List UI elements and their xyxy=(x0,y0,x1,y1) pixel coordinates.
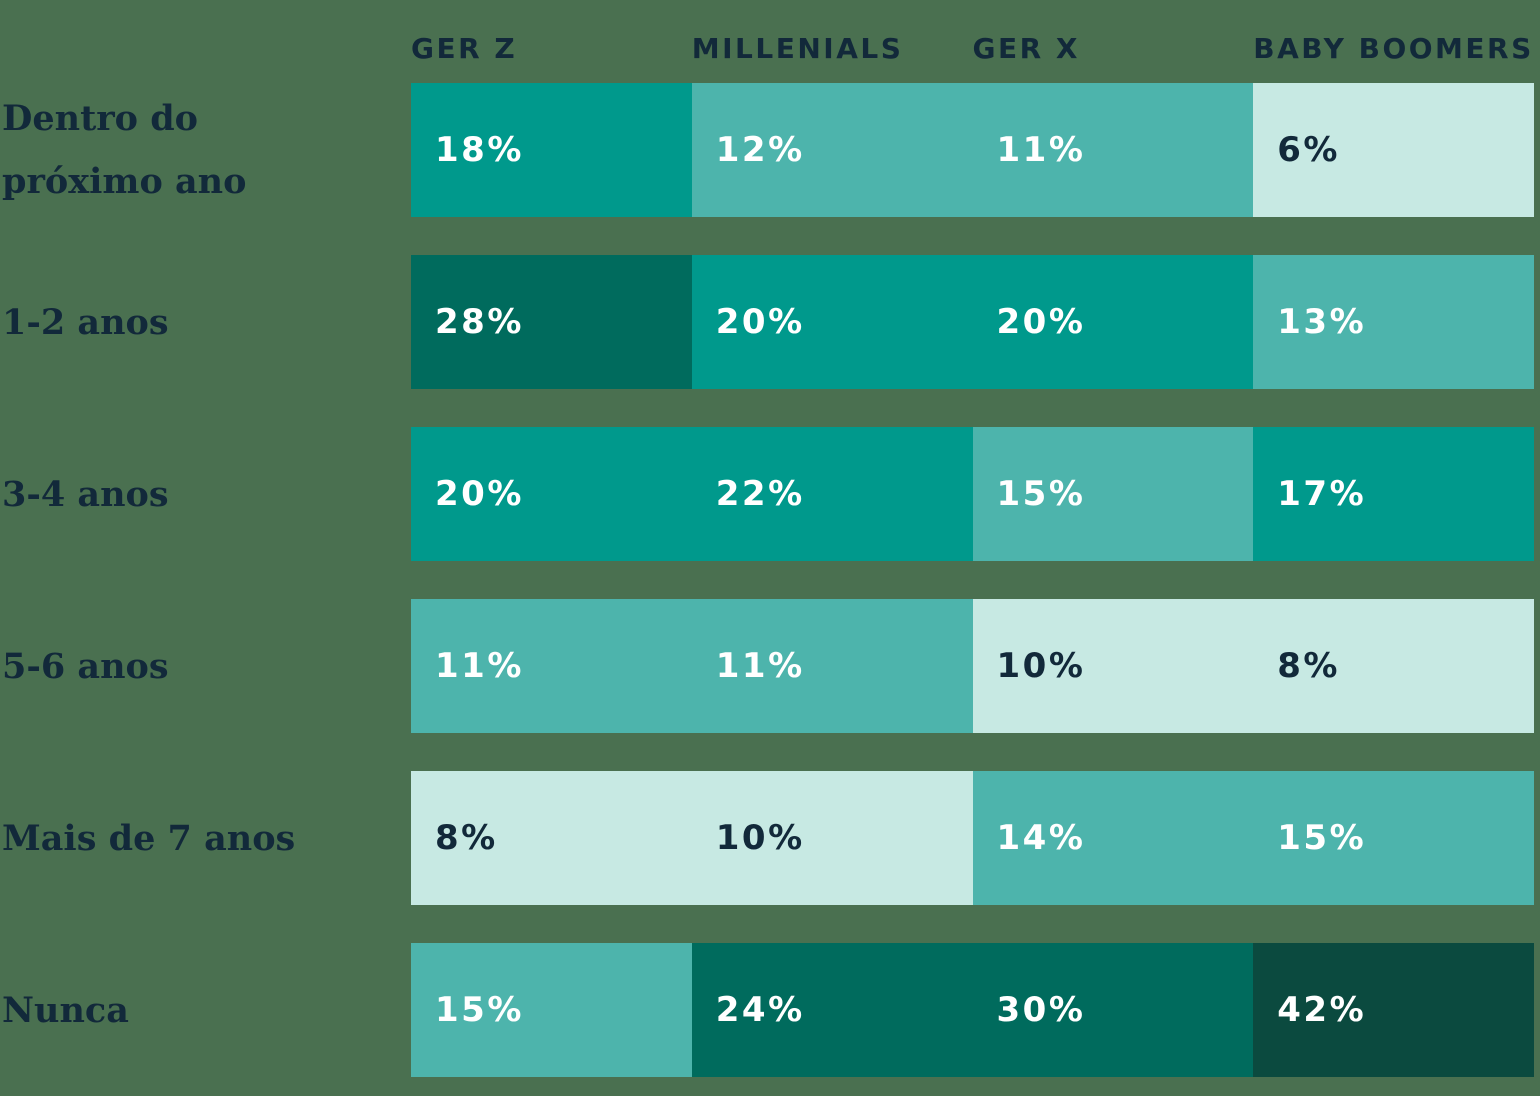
row-label: Nunca xyxy=(2,989,129,1031)
value-label: 15% xyxy=(435,990,524,1030)
value-cell: 11% xyxy=(411,599,692,733)
value-label: 17% xyxy=(1277,474,1367,514)
row-label: Dentro do próximo ano xyxy=(2,98,247,202)
value-label: 15% xyxy=(996,474,1086,514)
value-label: 20% xyxy=(715,302,805,342)
value-cell: 13% xyxy=(1253,255,1534,389)
value-cell: 15% xyxy=(1253,771,1534,905)
value-cell: 8% xyxy=(1253,599,1534,733)
column-headers: GER Z MILLENIALS GER X BABY BOOMERS xyxy=(0,0,1534,83)
value-cell: 28% xyxy=(411,255,692,389)
value-cell: 12% xyxy=(691,83,973,217)
column-header-ger-z: GER Z xyxy=(411,32,518,65)
value-label: 12% xyxy=(715,130,805,170)
row-label: 3-4 anos xyxy=(2,473,169,515)
row-nunca: Nunca 15% 24% 30% 42% xyxy=(0,943,1534,1077)
value-label: 11% xyxy=(435,646,524,686)
value-label: 10% xyxy=(996,646,1086,686)
column-header-millenials: MILLENIALS xyxy=(691,32,904,65)
row-label: 5-6 anos xyxy=(2,645,169,687)
value-label: 28% xyxy=(435,302,524,342)
value-cell: 11% xyxy=(691,599,973,733)
value-cell: 42% xyxy=(1253,943,1534,1077)
row-5-6-anos: 5-6 anos 11% 11% 10% 8% xyxy=(0,599,1534,733)
value-cell: 20% xyxy=(411,427,692,561)
value-label: 20% xyxy=(996,302,1086,342)
value-label: 10% xyxy=(715,818,805,858)
value-cell: 20% xyxy=(691,255,973,389)
value-cell: 18% xyxy=(411,83,692,217)
row-label: Mais de 7 anos xyxy=(2,817,296,859)
value-cell: 22% xyxy=(691,427,973,561)
value-label: 14% xyxy=(996,818,1086,858)
value-label: 42% xyxy=(1277,990,1367,1030)
value-label: 11% xyxy=(715,646,805,686)
row-1-2-anos: 1-2 anos 28% 20% 20% 13% xyxy=(0,255,1534,389)
value-cell: 15% xyxy=(972,427,1254,561)
value-label: 8% xyxy=(1277,646,1340,686)
value-label: 30% xyxy=(996,990,1086,1030)
value-cell: 11% xyxy=(972,83,1254,217)
value-cell: 15% xyxy=(411,943,692,1077)
value-cell: 10% xyxy=(691,771,973,905)
value-label: 20% xyxy=(435,474,524,514)
value-cell: 24% xyxy=(691,943,973,1077)
value-cell: 14% xyxy=(972,771,1254,905)
value-label: 13% xyxy=(1277,302,1367,342)
value-cell: 20% xyxy=(972,255,1254,389)
value-label: 11% xyxy=(996,130,1086,170)
value-label: 6% xyxy=(1277,130,1340,170)
row-label: 1-2 anos xyxy=(2,301,169,343)
value-cell: 10% xyxy=(972,599,1254,733)
value-label: 24% xyxy=(715,990,805,1030)
column-header-baby-boomers: BABY BOOMERS xyxy=(1253,32,1534,65)
value-label: 15% xyxy=(1277,818,1367,858)
value-cell: 8% xyxy=(411,771,692,905)
value-cell: 6% xyxy=(1253,83,1534,217)
row-mais-de-7-anos: Mais de 7 anos 8% 10% 14% 15% xyxy=(0,771,1534,905)
row-dentro-do-proximo-ano: Dentro do próximo ano 18% 12% 11% 6% xyxy=(0,83,1534,217)
value-cell: 30% xyxy=(972,943,1254,1077)
column-header-ger-x: GER X xyxy=(972,32,1081,65)
value-cell: 17% xyxy=(1253,427,1534,561)
value-label: 22% xyxy=(715,474,805,514)
value-label: 18% xyxy=(435,130,524,170)
row-3-4-anos: 3-4 anos 20% 22% 15% 17% xyxy=(0,427,1534,561)
value-label: 8% xyxy=(435,818,498,858)
